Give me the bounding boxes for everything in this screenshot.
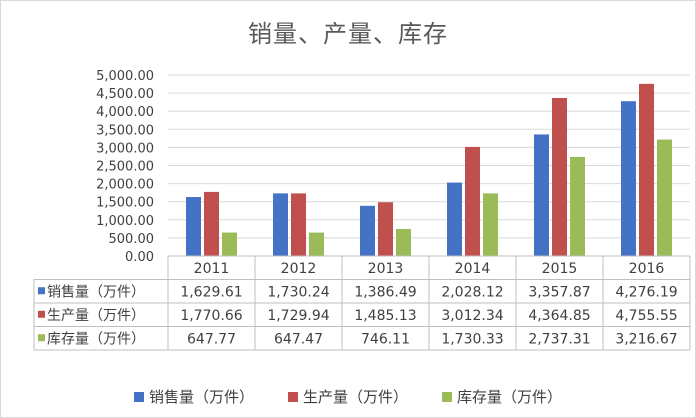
data-label: 1,730.24 <box>267 284 329 300</box>
data-label: 3,012.34 <box>441 308 503 324</box>
bar <box>621 101 636 256</box>
x-tick-label: 2015 <box>542 261 578 277</box>
bar <box>222 232 237 256</box>
data-label: 4,276.19 <box>615 284 677 300</box>
bar <box>291 193 306 256</box>
legend-item-production: 生产量（万件） <box>287 386 408 407</box>
table-series-name: 生产量（万件） <box>47 308 145 324</box>
table-legend-key <box>38 310 45 318</box>
legend-label-production: 生产量（万件） <box>302 388 408 406</box>
data-label: 647.77 <box>187 331 236 347</box>
table-legend-key <box>38 334 45 342</box>
x-tick-label: 2013 <box>368 261 404 277</box>
y-tick-label: 4,000.00 <box>96 105 154 120</box>
chart-title: 销量、产量、库存 <box>248 20 448 48</box>
x-tick-label: 2011 <box>194 261 230 277</box>
y-tick-label: 3,500.00 <box>96 123 154 138</box>
bar <box>309 232 324 256</box>
data-label: 647.47 <box>274 331 323 347</box>
data-label: 1,770.66 <box>180 308 242 324</box>
table-series-name: 库存量（万件） <box>47 331 145 347</box>
bar <box>639 83 654 256</box>
y-tick-label: 500.00 <box>109 232 155 247</box>
bar <box>273 193 288 256</box>
bar <box>552 97 567 256</box>
y-tick-label: 2,000.00 <box>96 178 154 193</box>
bar <box>186 197 201 256</box>
data-label: 3,357.87 <box>528 284 590 300</box>
y-tick-label: 1,500.00 <box>96 196 154 211</box>
bar <box>378 202 393 256</box>
legend-label-inventory: 库存量（万件） <box>457 388 563 406</box>
legend-item-inventory: 库存量（万件） <box>442 386 562 407</box>
data-label: 2,737.31 <box>528 331 590 347</box>
y-tick-label: 5,000.00 <box>96 69 154 84</box>
data-label: 1,629.61 <box>180 284 242 300</box>
bar <box>657 139 672 256</box>
bar <box>570 156 585 256</box>
data-label: 746.11 <box>361 331 410 347</box>
y-tick-label: 4,500.00 <box>96 87 154 102</box>
bar <box>360 205 375 256</box>
data-label: 1,730.33 <box>441 331 503 347</box>
legend-swatch-sales <box>133 391 144 402</box>
legend-swatch-production <box>287 391 298 402</box>
data-label: 1,485.13 <box>354 308 416 324</box>
bar <box>204 191 219 256</box>
table-series-name: 销售量（万件） <box>47 284 145 300</box>
chart-legend: 销售量（万件） 生产量（万件） 库存量（万件） <box>0 386 696 407</box>
data-label: 4,364.85 <box>528 308 590 324</box>
x-tick-label: 2016 <box>629 261 665 277</box>
bar <box>534 134 549 256</box>
legend-swatch-inventory <box>442 391 452 402</box>
data-label: 2,028.12 <box>441 284 503 300</box>
data-label: 4,755.55 <box>615 308 677 324</box>
data-label: 1,386.49 <box>354 284 416 300</box>
legend-label-sales: 销售量（万件） <box>148 388 254 406</box>
bar <box>465 146 480 256</box>
bar <box>447 182 462 256</box>
data-label: 1,729.94 <box>267 308 329 324</box>
data-label: 3,216.67 <box>615 331 677 347</box>
x-tick-label: 2014 <box>455 261 491 277</box>
y-tick-label: 1,000.00 <box>96 214 154 229</box>
table-legend-key <box>38 287 45 295</box>
y-tick-label: 0.00 <box>125 250 154 265</box>
bar <box>483 193 498 256</box>
y-tick-label: 2,500.00 <box>96 160 154 175</box>
y-tick-label: 3,000.00 <box>96 141 154 156</box>
legend-item-sales: 销售量（万件） <box>133 386 254 407</box>
bar <box>396 228 411 256</box>
x-tick-label: 2012 <box>281 261 317 277</box>
